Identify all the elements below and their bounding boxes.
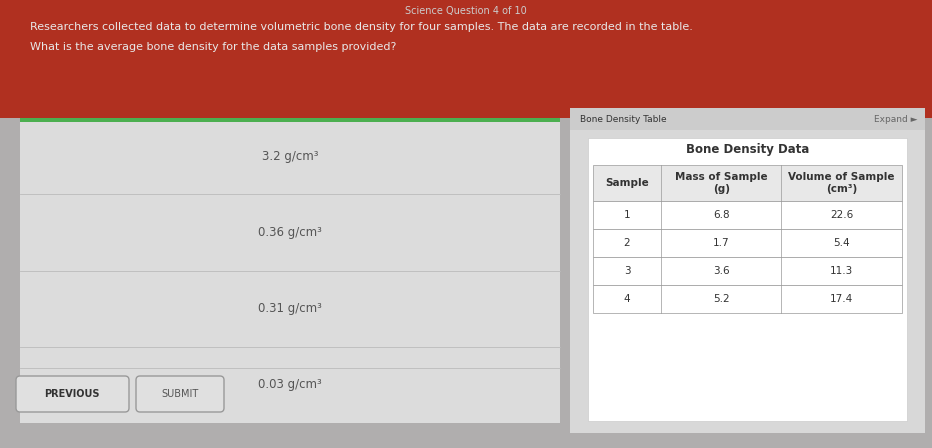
Text: 3: 3 <box>624 266 630 276</box>
Text: Science Question 4 of 10: Science Question 4 of 10 <box>405 6 527 16</box>
Text: 22.6: 22.6 <box>830 210 854 220</box>
Text: 1: 1 <box>624 210 630 220</box>
Text: Bone Density Table: Bone Density Table <box>580 115 666 124</box>
Text: Sample: Sample <box>605 178 649 188</box>
Text: SUBMIT: SUBMIT <box>161 389 199 399</box>
Text: 1.7: 1.7 <box>713 238 730 248</box>
FancyBboxPatch shape <box>20 118 560 122</box>
Text: Bone Density Data: Bone Density Data <box>686 143 809 156</box>
Text: 5.4: 5.4 <box>833 238 850 248</box>
FancyBboxPatch shape <box>136 376 224 412</box>
FancyBboxPatch shape <box>570 108 925 433</box>
Text: 17.4: 17.4 <box>830 294 854 304</box>
Text: 0.31 g/cm³: 0.31 g/cm³ <box>258 302 322 315</box>
Text: Researchers collected data to determine volumetric bone density for four samples: Researchers collected data to determine … <box>30 22 692 32</box>
FancyBboxPatch shape <box>16 376 129 412</box>
Text: Expand ►: Expand ► <box>873 115 917 124</box>
FancyBboxPatch shape <box>593 229 902 257</box>
Text: 4: 4 <box>624 294 630 304</box>
Text: Mass of Sample
(g): Mass of Sample (g) <box>675 172 768 194</box>
Text: 5.2: 5.2 <box>713 294 730 304</box>
FancyBboxPatch shape <box>593 285 902 313</box>
FancyBboxPatch shape <box>570 108 925 130</box>
FancyBboxPatch shape <box>593 165 902 201</box>
FancyBboxPatch shape <box>0 0 932 118</box>
FancyBboxPatch shape <box>593 257 902 285</box>
Text: 0.36 g/cm³: 0.36 g/cm³ <box>258 226 322 239</box>
Text: 3.6: 3.6 <box>713 266 730 276</box>
Text: What is the average bone density for the data samples provided?: What is the average bone density for the… <box>30 42 396 52</box>
Text: PREVIOUS: PREVIOUS <box>44 389 100 399</box>
Text: 6.8: 6.8 <box>713 210 730 220</box>
Text: 2: 2 <box>624 238 630 248</box>
Text: 11.3: 11.3 <box>830 266 854 276</box>
FancyBboxPatch shape <box>20 118 560 423</box>
FancyBboxPatch shape <box>593 201 902 229</box>
Text: 0.03 g/cm³: 0.03 g/cm³ <box>258 379 322 392</box>
FancyBboxPatch shape <box>588 138 907 421</box>
Text: Volume of Sample
(cm³): Volume of Sample (cm³) <box>788 172 895 194</box>
Text: 3.2 g/cm³: 3.2 g/cm³ <box>262 150 318 163</box>
